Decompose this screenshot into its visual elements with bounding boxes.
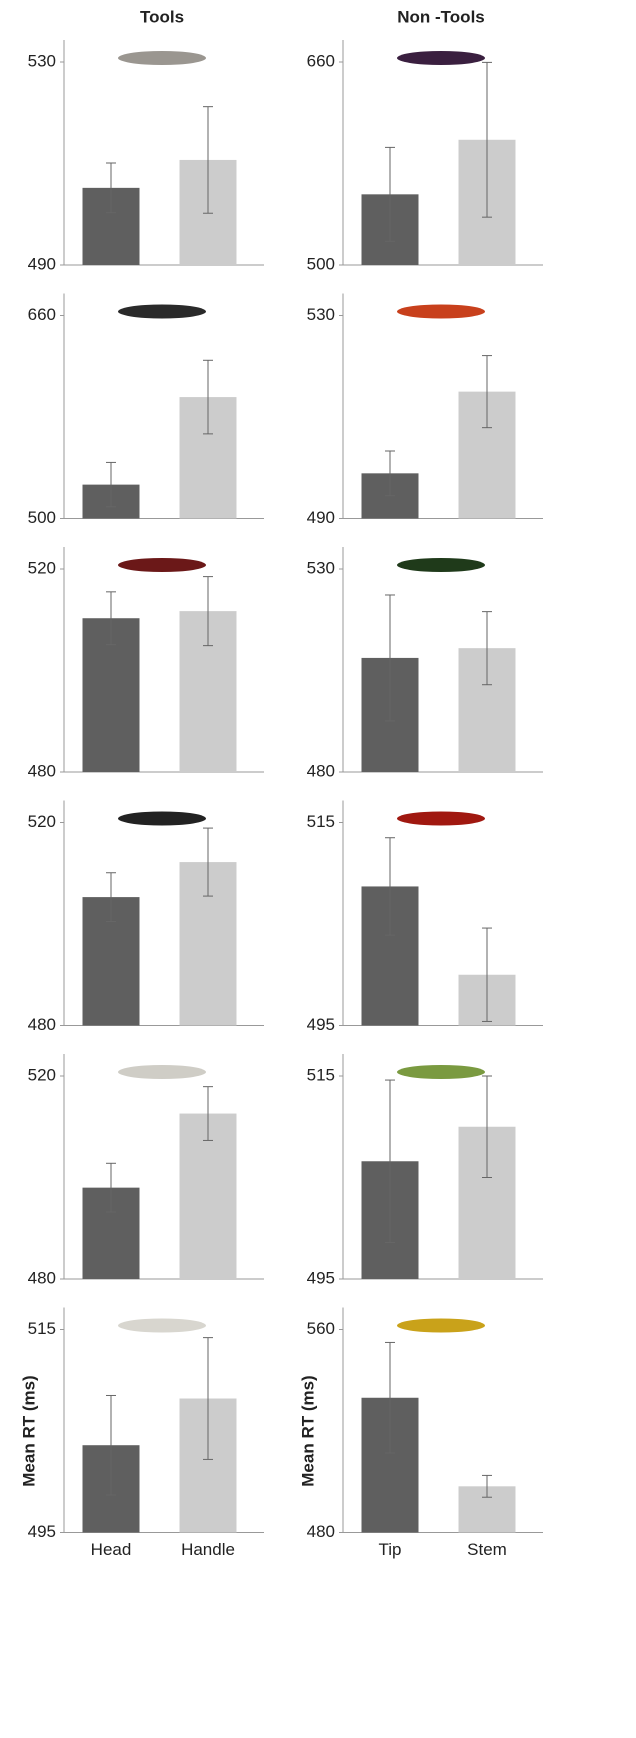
y-tick-label: 520 <box>28 1065 56 1084</box>
item-icon <box>118 305 206 319</box>
y-tick-label: 495 <box>307 1015 335 1034</box>
y-tick-label: 660 <box>307 51 335 70</box>
y-tick-label: 495 <box>307 1268 335 1287</box>
x-tick-label: Stem <box>467 1540 507 1559</box>
item-icon <box>118 558 206 572</box>
y-tick-label: 560 <box>307 1319 335 1338</box>
y-tick-label: 515 <box>307 812 335 831</box>
item-icon <box>397 1065 485 1079</box>
item-icon <box>397 812 485 826</box>
y-tick-label: 515 <box>307 1065 335 1084</box>
y-tick-label: 490 <box>307 508 335 527</box>
y-tick-label: 480 <box>307 761 335 780</box>
y-axis-label: Mean RT (ms) <box>298 1375 317 1486</box>
y-tick-label: 660 <box>28 305 56 324</box>
y-tick-label: 530 <box>28 51 56 70</box>
item-icon <box>397 558 485 572</box>
y-tick-label: 495 <box>28 1522 56 1541</box>
column-title: Non -Tools <box>397 7 485 26</box>
y-tick-label: 480 <box>28 1015 56 1034</box>
item-icon <box>118 1065 206 1079</box>
item-icon <box>118 51 206 65</box>
x-tick-label: Tip <box>379 1540 402 1559</box>
y-tick-label: 480 <box>28 761 56 780</box>
column-title: Tools <box>140 7 184 26</box>
y-tick-label: 490 <box>28 254 56 273</box>
y-tick-label: 480 <box>307 1522 335 1541</box>
item-icon <box>397 51 485 65</box>
y-tick-label: 530 <box>307 305 335 324</box>
y-tick-label: 515 <box>28 1319 56 1338</box>
y-tick-label: 520 <box>28 558 56 577</box>
item-icon <box>397 305 485 319</box>
figure: 490 530 Tools 500 660 Non -Tools 500 660 490 530 4… <box>0 0 636 1738</box>
item-icon <box>118 1319 206 1333</box>
y-tick-label: 500 <box>307 254 335 273</box>
y-tick-label: 530 <box>307 558 335 577</box>
y-tick-label: 480 <box>28 1268 56 1287</box>
item-icon <box>397 1319 485 1333</box>
x-tick-label: Head <box>91 1540 132 1559</box>
item-icon <box>118 812 206 826</box>
y-tick-label: 520 <box>28 812 56 831</box>
y-tick-label: 500 <box>28 508 56 527</box>
x-tick-label: Handle <box>181 1540 235 1559</box>
y-axis-label: Mean RT (ms) <box>19 1375 38 1486</box>
